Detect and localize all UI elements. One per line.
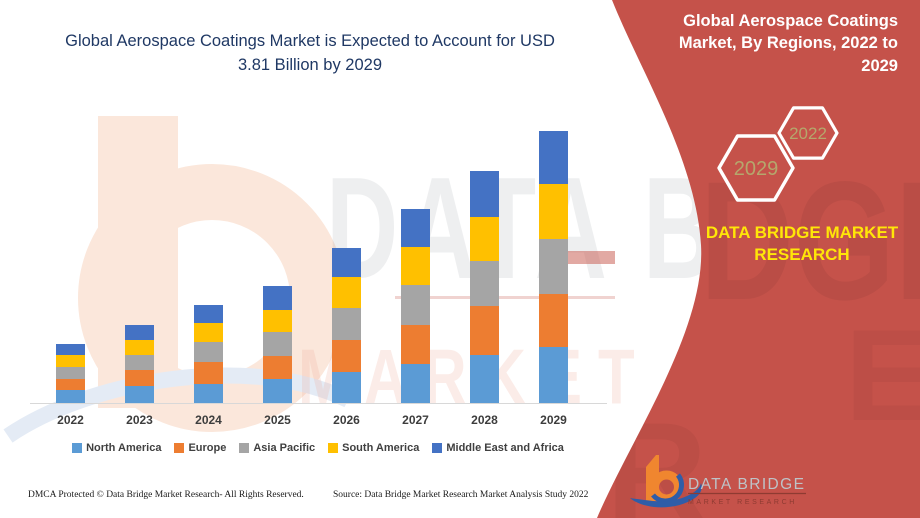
- bar-2023: [125, 324, 154, 403]
- bar-2024: [194, 304, 223, 403]
- legend-swatch-icon: [328, 443, 339, 453]
- bar-segment-2022-asia-pacific: [56, 366, 85, 379]
- source-text: Source: Data Bridge Market Research Mark…: [333, 490, 589, 500]
- x-axis-label-2024: 2024: [195, 413, 222, 427]
- bar-segment-2028-north-america: [470, 354, 499, 403]
- bar-2022: [56, 343, 85, 403]
- bar-segment-2024-asia-pacific: [194, 342, 223, 362]
- databridge-logo: DATA BRIDGE MARKET RESEARCH: [630, 455, 806, 508]
- legend-item-south-america: South America: [328, 442, 419, 454]
- watermark-swoosh: [3, 367, 352, 443]
- bar-segment-2022-north-america: [56, 389, 85, 403]
- bar-segment-2026-europe: [332, 340, 361, 372]
- bar-2027: [401, 209, 430, 403]
- x-axis-label-2029: 2029: [540, 413, 567, 427]
- logo-b-notch: [646, 455, 656, 467]
- legend-label: North America: [86, 442, 162, 454]
- bar-segment-2025-asia-pacific: [263, 331, 292, 357]
- bar-segment-2024-europe: [194, 361, 223, 384]
- bar-2028: [470, 171, 499, 403]
- hexagon-2029: [717, 134, 795, 202]
- bar-segment-2022-south-america: [56, 354, 85, 367]
- bar-segment-2028-south-america: [470, 216, 499, 262]
- red-panel-shape: [597, 0, 920, 518]
- legend-swatch-icon: [174, 443, 185, 453]
- logo-name-text: DATA BRIDGE: [688, 476, 805, 493]
- bar-segment-2026-north-america: [332, 371, 361, 403]
- legend-label: Europe: [188, 442, 227, 454]
- hexagon-2029-label: 2029: [734, 158, 779, 180]
- hexagon-2022: [777, 106, 839, 160]
- bar-segment-2023-europe: [125, 370, 154, 386]
- bar-segment-2025-europe: [263, 356, 292, 379]
- bar-segment-2023-middle-east-and-africa: [125, 324, 154, 341]
- legend-swatch-icon: [72, 443, 83, 453]
- x-axis-label-2022: 2022: [57, 413, 84, 427]
- bar-segment-2027-europe: [401, 324, 430, 364]
- bar-segment-2029-asia-pacific: [539, 239, 568, 294]
- legend-label: South America: [342, 442, 420, 454]
- svg-text:E: E: [845, 302, 920, 448]
- bar-2025: [263, 285, 292, 403]
- legend-label: Middle East and Africa: [446, 442, 564, 454]
- logo-blue-swoosh: [630, 483, 702, 508]
- x-axis-label-2023: 2023: [126, 413, 153, 427]
- legend-item-asia-pacific: Asia Pacific: [239, 442, 315, 454]
- bar-segment-2029-north-america: [539, 346, 568, 403]
- bar-2029: [539, 131, 568, 403]
- bar-segment-2027-asia-pacific: [401, 285, 430, 325]
- legend-item-middle-east-and-africa: Middle East and Africa: [432, 442, 564, 454]
- bar-segment-2025-south-america: [263, 309, 292, 332]
- hexagon-2022-label: 2022: [789, 124, 827, 143]
- bar-segment-2023-south-america: [125, 340, 154, 356]
- x-axis-line: [30, 403, 607, 404]
- bar-segment-2026-south-america: [332, 277, 361, 309]
- bar-segment-2024-middle-east-and-africa: [194, 304, 223, 324]
- bar-segment-2022-europe: [56, 378, 85, 390]
- bar-segment-2027-middle-east-and-africa: [401, 209, 430, 247]
- bar-segment-2027-south-america: [401, 246, 430, 286]
- bar-segment-2024-south-america: [194, 323, 223, 343]
- legend-item-north-america: North America: [72, 442, 161, 454]
- legend-item-europe: Europe: [174, 442, 226, 454]
- x-axis-label-2028: 2028: [471, 413, 498, 427]
- bar-2026: [332, 248, 361, 403]
- logo-subtitle-text: MARKET RESEARCH: [688, 499, 797, 506]
- bar-segment-2025-north-america: [263, 378, 292, 403]
- bar-segment-2029-middle-east-and-africa: [539, 131, 568, 185]
- panel-title: Global Aerospace Coatings Market, By Reg…: [678, 12, 898, 75]
- bar-segment-2022-middle-east-and-africa: [56, 343, 85, 355]
- brand-wordmark-yellow: DATA BRIDGE MARKET RESEARCH: [705, 223, 899, 265]
- bar-segment-2025-middle-east-and-africa: [263, 285, 292, 310]
- chart-legend: North America Europe Asia Pacific South Ame…: [28, 442, 608, 454]
- bar-segment-2029-europe: [539, 293, 568, 347]
- x-axis-label-2025: 2025: [264, 413, 291, 427]
- dmca-copyright-text: DMCA Protected © Data Bridge Market Rese…: [28, 490, 304, 500]
- stacked-bar-chart: 2022 2023 2024 2025 2026 2027 2028 2029: [30, 125, 607, 427]
- bar-segment-2023-north-america: [125, 385, 154, 403]
- bar-segment-2029-south-america: [539, 184, 568, 240]
- chart-headline: Global Aerospace Coatings Market is Expe…: [65, 32, 555, 74]
- x-axis-label-2027: 2027: [402, 413, 429, 427]
- watermark-b-bowl: [78, 164, 346, 432]
- bar-segment-2023-asia-pacific: [125, 355, 154, 371]
- bar-segment-2026-middle-east-and-africa: [332, 248, 361, 278]
- legend-swatch-icon: [239, 443, 250, 453]
- bar-segment-2024-north-america: [194, 383, 223, 403]
- bar-segment-2028-europe: [470, 306, 499, 355]
- bar-segment-2028-middle-east-and-africa: [470, 171, 499, 217]
- bar-segment-2027-north-america: [401, 363, 430, 403]
- logo-blue-ring: [651, 473, 684, 504]
- x-axis-label-2026: 2026: [333, 413, 360, 427]
- bar-segment-2028-asia-pacific: [470, 261, 499, 306]
- legend-swatch-icon: [432, 443, 443, 453]
- legend-label: Asia Pacific: [253, 442, 316, 454]
- bar-segment-2026-asia-pacific: [332, 308, 361, 341]
- watermark-red-underline: [395, 296, 615, 299]
- year-hexagons: 2022 2029: [717, 106, 839, 202]
